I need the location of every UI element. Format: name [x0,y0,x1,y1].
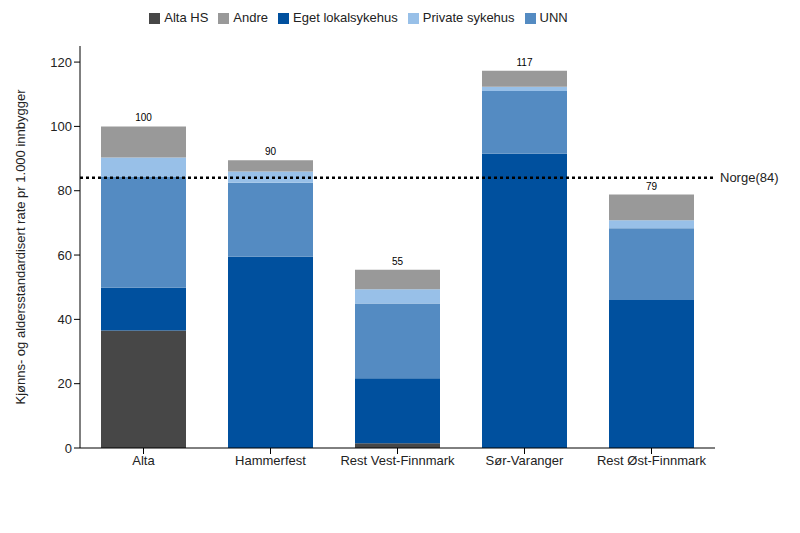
svg-text:40: 40 [58,312,72,327]
svg-text:Rest Vest-Finnmark: Rest Vest-Finnmark [340,453,455,468]
svg-text:Sør-Varanger: Sør-Varanger [486,453,564,468]
svg-text:100: 100 [135,112,152,123]
html-text:Eget lokalsykehus: Eget lokalsykehus [293,10,398,25]
svg-text:120: 120 [50,55,72,70]
svg-text:Norge(84): Norge(84) [720,170,779,185]
svg-text:80: 80 [58,183,72,198]
svg-text:0: 0 [65,441,72,456]
svg-text:20: 20 [58,376,72,391]
svg-text:100: 100 [50,119,72,134]
svg-text:55: 55 [392,256,404,267]
svg-text:60: 60 [58,248,72,263]
html-text:UNN: UNN [539,10,568,25]
svg-text:79: 79 [646,181,658,192]
html-text:Private sykehus: Private sykehus [422,10,515,25]
svg-text:90: 90 [265,146,277,157]
svg-text:Alta: Alta [132,453,155,468]
html-text:Alta HS: Alta HS [164,10,209,25]
svg-text:Hammerfest: Hammerfest [235,453,306,468]
svg-text:Kjønns- og aldersstandardisert: Kjønns- og aldersstandardisert rate pr 1… [13,89,28,405]
svg-text:117: 117 [517,57,533,68]
svg-text:Rest Øst-Finnmark: Rest Øst-Finnmark [597,453,707,468]
html-text:Andre: Andre [233,10,268,25]
